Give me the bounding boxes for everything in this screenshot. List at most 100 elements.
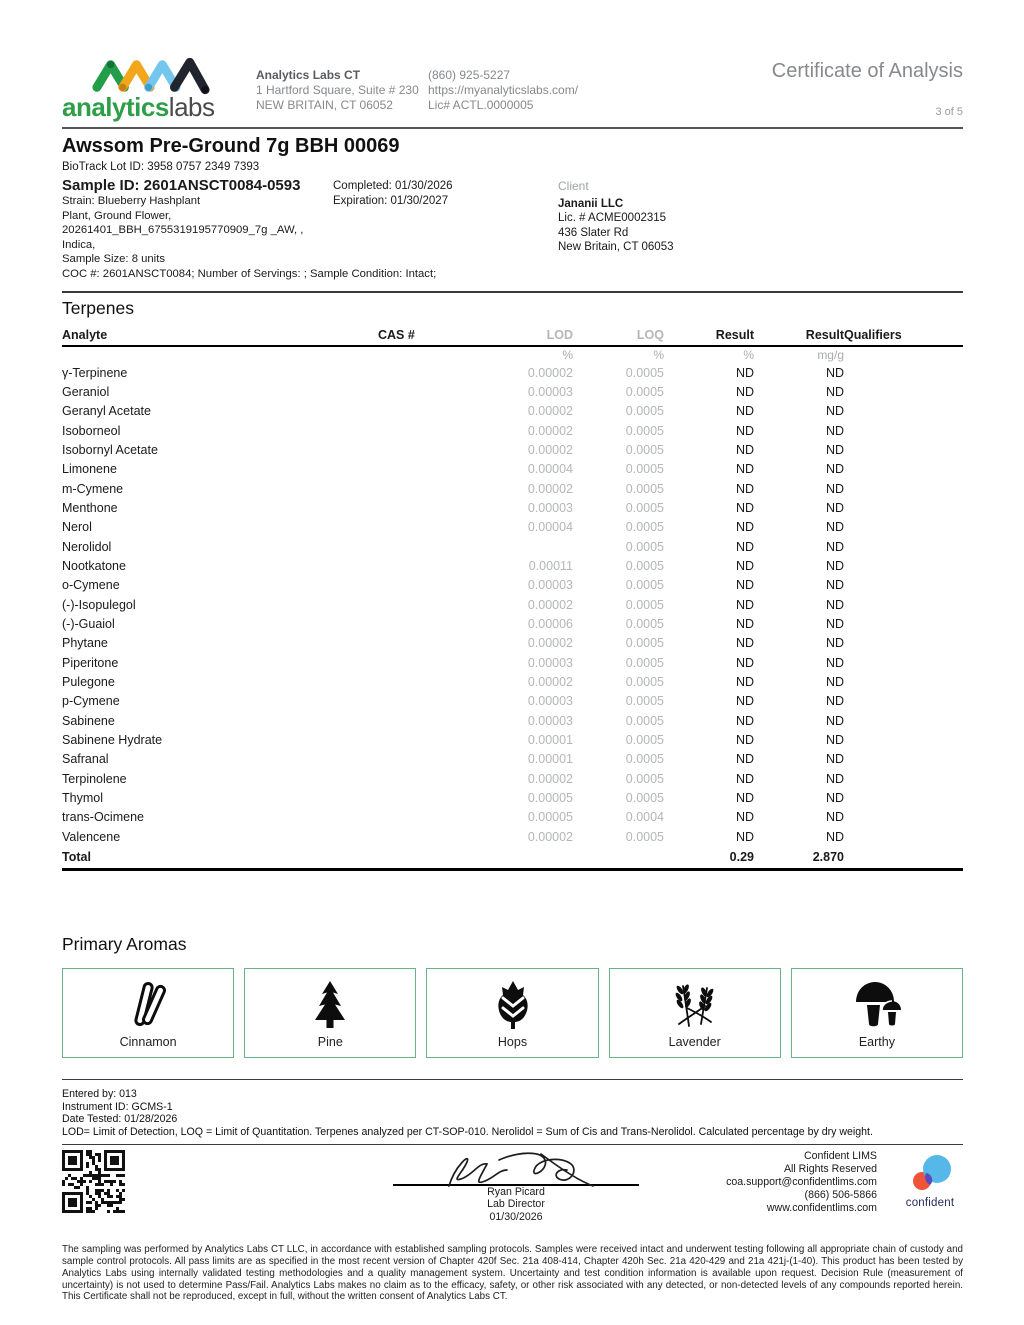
lims-rights: All Rights Reserved: [783, 1163, 877, 1176]
lod-loq-note: LOD= Limit of Detection, LOQ = Limit of …: [62, 1126, 873, 1139]
cell-qualifiers: [844, 750, 963, 769]
cinnamon-icon: [126, 969, 170, 1035]
sample-details: Strain: Blueberry Hashplant Plant, Ground…: [62, 194, 333, 267]
cell-result_mgg: ND: [825, 752, 844, 767]
cell-analyte: Pulegone: [62, 675, 115, 690]
pine-icon: [308, 969, 352, 1035]
cell-cas: [378, 557, 442, 576]
page-indicator: 3 of 5: [935, 106, 963, 118]
cell-analyte: Terpinolene: [62, 771, 127, 786]
client-label: Client: [558, 179, 589, 193]
confident-brand-text: confident: [905, 1197, 955, 1210]
cell-analyte: Geranyl Acetate: [62, 404, 151, 419]
lab-address-block: Analytics Labs CT 1 Hartford Square, Sui…: [256, 55, 428, 113]
cell-loq: 0.0005: [625, 752, 664, 767]
sample-detail-line: 20261401_BBH_6755319195770909_7g _AW, ,: [62, 224, 304, 237]
terpenes-table: Analyte CAS # LOD LOQ Result Result Qual…: [62, 327, 963, 872]
cell-analyte: o-Cymene: [62, 578, 120, 593]
cell-loq: 0.0005: [625, 481, 664, 496]
cell-lod: 0.00002: [527, 442, 573, 457]
unit-loq: %: [653, 347, 664, 362]
cell-cas: [378, 364, 442, 383]
cell-lod: 0.00005: [527, 810, 573, 825]
sample-info-grid: Sample ID: 2601ANSCT0084-0593 Strain: Bl…: [62, 177, 963, 282]
table-row: Piperitone 0.00003 0.0005 ND ND: [62, 654, 963, 673]
cell-cas: [378, 422, 442, 441]
cell-analyte: Nerolidol: [62, 539, 112, 554]
cell-result_pct: ND: [735, 713, 754, 728]
cell-loq: 0.0005: [625, 539, 664, 554]
cell-analyte: Isoborneol: [62, 423, 121, 438]
doc-title: Certificate of Analysis: [771, 60, 963, 82]
table-row: Phytane 0.00002 0.0005 ND ND: [62, 634, 963, 653]
cell-lod: 0.00003: [527, 655, 573, 670]
table-row: Nootkatone 0.00011 0.0005 ND ND: [62, 557, 963, 576]
signer-title: Lab Director: [487, 1198, 545, 1211]
brand-primary: analytics: [62, 92, 169, 122]
cell-qualifiers: [844, 615, 963, 634]
table-row: Safranal 0.00001 0.0005 ND ND: [62, 750, 963, 769]
cell-result_mgg: ND: [825, 384, 844, 399]
cell-result_pct: ND: [735, 694, 754, 709]
table-row: Menthone 0.00003 0.0005 ND ND: [62, 499, 963, 518]
cell-analyte: m-Cymene: [62, 481, 124, 496]
cell-qualifiers: [844, 673, 963, 692]
cell-loq: 0.0005: [625, 597, 664, 612]
cell-cas: [378, 731, 442, 750]
signature-script-icon: [448, 1152, 594, 1188]
lab-phone: (860) 925-5227: [428, 68, 511, 82]
dates-block: Completed: 01/30/2026 Expiration: 01/30/…: [333, 177, 558, 282]
table-row: Limonene 0.00004 0.0005 ND ND: [62, 460, 963, 479]
cell-result_pct: ND: [735, 733, 754, 748]
aroma-card-pine: Pine: [244, 968, 417, 1059]
analytics-labs-logo: analyticslabs: [62, 55, 242, 122]
cell-result_pct: ND: [735, 617, 754, 632]
cell-loq: 0.0005: [625, 404, 664, 419]
client-license: Lic. # ACME0002315: [558, 212, 667, 224]
cell-result_pct: ND: [735, 655, 754, 670]
cell-analyte: Isobornyl Acetate: [62, 442, 158, 457]
cell-qualifiers: [844, 654, 963, 673]
signature-block: Ryan Picard Lab Director 01/30/2026: [393, 1148, 639, 1223]
cell-result_mgg: ND: [825, 423, 844, 438]
cell-result_mgg: ND: [825, 636, 844, 651]
cell-result_mgg: ND: [825, 829, 844, 844]
doc-title-block: Certificate of Analysis 3 of 5: [618, 55, 963, 119]
table-row: Terpinolene 0.00002 0.0005 ND ND: [62, 770, 963, 789]
cell-analyte: Sabinene Hydrate: [62, 733, 163, 748]
cell-loq: 0.0005: [625, 791, 664, 806]
table-row: (-)-Isopulegol 0.00002 0.0005 ND ND: [62, 596, 963, 615]
cell-result_mgg: ND: [825, 675, 844, 690]
cell-lod: 0.00002: [527, 597, 573, 612]
signer-name: Ryan Picard: [487, 1186, 545, 1199]
client-block: Client Jananii LLC Lic. # ACME0002315 43…: [558, 177, 963, 282]
col-result-pct: Result: [664, 327, 754, 347]
cell-lod: 0.00011: [528, 559, 573, 573]
cell-result_pct: ND: [735, 578, 754, 593]
cell-result_mgg: ND: [825, 713, 844, 728]
cell-result_mgg: ND: [825, 733, 844, 748]
cell-qualifiers: [844, 364, 963, 383]
table-header-row: Analyte CAS # LOD LOQ Result Result Qual…: [62, 327, 963, 347]
col-qualifiers: Qualifiers: [844, 327, 963, 347]
cell-cas: [378, 402, 442, 421]
table-row: Sabinene Hydrate 0.00001 0.0005 ND ND: [62, 731, 963, 750]
cell-result_pct: ND: [735, 404, 754, 419]
date-tested: Date Tested: 01/28/2026: [62, 1113, 178, 1126]
cell-loq: 0.0005: [625, 713, 664, 728]
lab-license: Lic# ACTL.0000005: [428, 98, 534, 112]
cell-cas: [378, 441, 442, 460]
cell-cas: [378, 596, 442, 615]
brand-secondary: labs: [168, 92, 215, 122]
entered-by: Entered by: 013: [62, 1088, 137, 1101]
cell-result_pct: ND: [735, 462, 754, 477]
table-row: Isoborneol 0.00002 0.0005 ND ND: [62, 422, 963, 441]
cell-result_pct: ND: [735, 384, 754, 399]
aroma-card-hops: Hops: [426, 968, 599, 1059]
cell-analyte: p-Cymene: [62, 694, 120, 709]
cell-qualifiers: [844, 518, 963, 537]
cell-result_pct: ND: [735, 752, 754, 767]
cell-lod: 0.00001: [527, 733, 573, 748]
signature-row: Ryan Picard Lab Director 01/30/2026 Conf…: [62, 1148, 963, 1228]
